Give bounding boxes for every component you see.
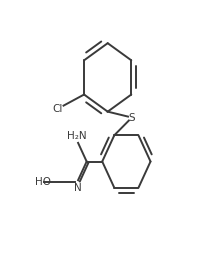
Text: HO: HO — [35, 177, 51, 187]
Text: Cl: Cl — [52, 104, 63, 114]
Text: H₂N: H₂N — [67, 131, 87, 140]
Text: N: N — [74, 183, 82, 193]
Text: S: S — [128, 113, 134, 122]
